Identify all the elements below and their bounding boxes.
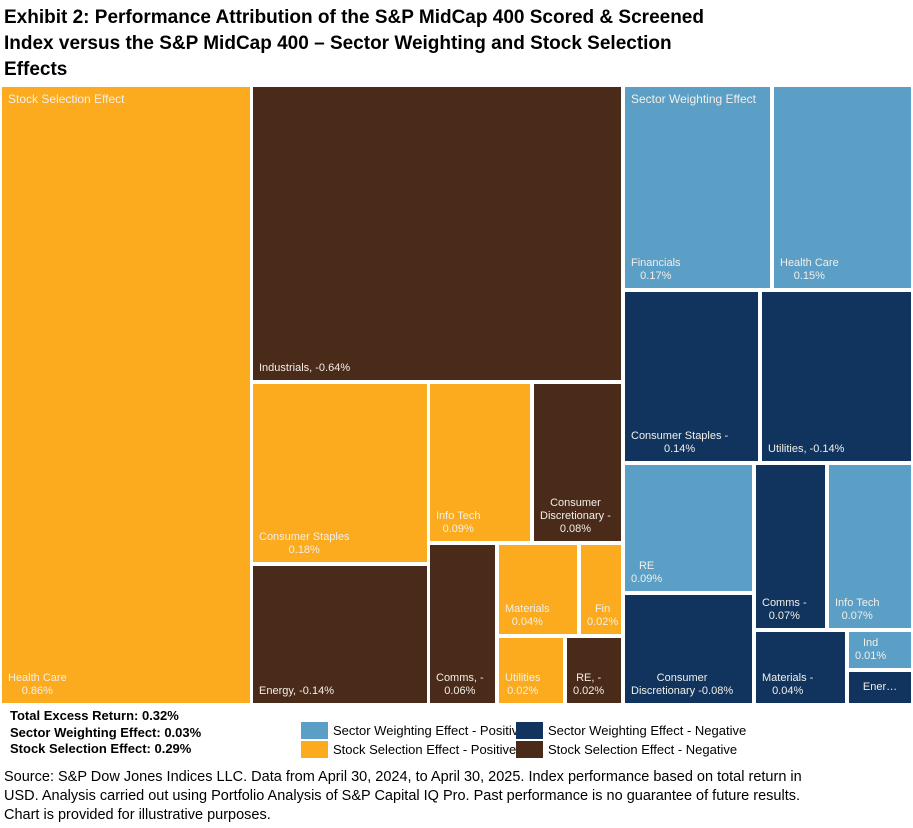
- cell-label-sector-energy: Ener…: [862, 681, 898, 693]
- treemap-cell-sector-health-care: Health Care 0.15%: [774, 87, 911, 288]
- legend-label-stock-selection-positive: Stock Selection Effect - Positive: [333, 742, 517, 757]
- treemap-cell-stock-real-estate: RE, -0.02%: [567, 638, 621, 703]
- legend-swatch-stock-selection-positive: [301, 741, 328, 758]
- treemap-cell-sector-info-tech: Info Tech 0.07%: [829, 465, 911, 628]
- treemap-cell-sector-industrials: Ind 0.01%: [849, 632, 911, 668]
- treemap: Stock Selection Effect Health Care 0.86% In…: [2, 85, 911, 705]
- legend-label-stock-selection-negative: Stock Selection Effect - Negative: [548, 742, 738, 757]
- legend-swatch-sector-weighting-positive: [301, 722, 328, 739]
- cell-label-sector-consumer-staples: Consumer Staples -0.14%: [631, 430, 729, 455]
- treemap-cell-stock-comms: Comms, -0.06%: [430, 545, 495, 703]
- legend-label-sector-weighting-negative: Sector Weighting Effect - Negative: [548, 723, 747, 738]
- cell-label-stock-consumer-discretionary: Consumer Discretionary -0.08%: [540, 497, 611, 535]
- legend-column-2: Sector Weighting Effect - Negative Stock …: [516, 722, 746, 760]
- cell-label-stock-comms: Comms, -0.06%: [436, 672, 484, 697]
- treemap-cell-sector-energy: Ener…: [849, 672, 911, 703]
- treemap-cell-stock-financials: Fin 0.02%: [581, 545, 621, 634]
- treemap-cell-sector-financials: Sector Weighting Effect Financials 0.17%: [625, 87, 770, 288]
- legend-item-stock-selection-negative: Stock Selection Effect - Negative: [516, 741, 746, 758]
- cell-label-stock-consumer-staples: Consumer Staples 0.18%: [259, 531, 350, 556]
- cell-label-stock-industrials: Industrials, -0.64%: [259, 362, 351, 374]
- cell-label-sector-consumer-discretionary: Consumer Discretionary -0.08%: [631, 672, 734, 697]
- source-note-line-1: Source: S&P Dow Jones Indices LLC. Data …: [4, 769, 802, 785]
- cell-label-sector-materials: Materials -0.04%: [762, 672, 814, 697]
- cell-label-stock-utilities: Utilities 0.02%: [505, 672, 541, 697]
- treemap-cell-stock-utilities: Utilities 0.02%: [499, 638, 563, 703]
- legend-column-1: Sector Weighting Effect - Positive Stock …: [301, 722, 525, 760]
- legend-label-sector-weighting-positive: Sector Weighting Effect - Positive: [333, 723, 526, 738]
- cell-label-stock-health-care: Health Care 0.86%: [8, 672, 67, 697]
- treemap-cell-stock-consumer-staples: Consumer Staples 0.18%: [253, 384, 427, 562]
- cell-label-stock-info-tech: Info Tech 0.09%: [436, 510, 481, 535]
- cell-label-stock-materials: Materials 0.04%: [505, 603, 550, 628]
- cell-label-sector-industrials: Ind 0.01%: [855, 637, 887, 662]
- source-note-line-2: USD. Analysis carried out using Portfoli…: [4, 788, 801, 804]
- treemap-cell-stock-industrials: Industrials, -0.64%: [253, 87, 621, 380]
- treemap-cell-stock-materials: Materials 0.04%: [499, 545, 577, 634]
- legend-item-sector-weighting-negative: Sector Weighting Effect - Negative: [516, 722, 746, 739]
- treemap-cell-sector-real-estate: RE 0.09%: [625, 465, 752, 591]
- chart-title-line-2: Index versus the S&P MidCap 400 – Sector…: [4, 33, 672, 54]
- source-note-line-3: Chart is provided for illustrative purpo…: [4, 807, 271, 823]
- cell-label-stock-energy: Energy, -0.14%: [259, 685, 335, 697]
- treemap-cell-sector-comms: Comms -0.07%: [756, 465, 825, 628]
- group-label-stock-health-care: Stock Selection Effect: [8, 92, 125, 106]
- cell-label-sector-health-care: Health Care 0.15%: [780, 257, 839, 282]
- treemap-cell-stock-health-care: Stock Selection Effect Health Care 0.86%: [2, 87, 250, 703]
- chart-title: Exhibit 2: Performance Attribution of th…: [4, 5, 894, 83]
- treemap-cell-sector-consumer-staples: Consumer Staples -0.14%: [625, 292, 758, 461]
- stat-sector-weighting-effect: Sector Weighting Effect: 0.03%: [10, 724, 202, 740]
- source-note: Source: S&P Dow Jones Indices LLC. Data …: [4, 768, 910, 825]
- cell-label-sector-info-tech: Info Tech 0.07%: [835, 597, 880, 622]
- treemap-cell-sector-consumer-discretionary: Consumer Discretionary -0.08%: [625, 595, 752, 703]
- cell-label-stock-real-estate: RE, -0.02%: [573, 672, 605, 697]
- chart-title-line-3: Effects: [4, 59, 68, 80]
- treemap-cell-sector-materials: Materials -0.04%: [756, 632, 845, 703]
- cell-label-sector-real-estate: RE 0.09%: [631, 560, 663, 585]
- legend-swatch-sector-weighting-negative: [516, 722, 543, 739]
- cell-label-sector-comms: Comms -0.07%: [762, 597, 807, 622]
- stat-total-excess-return: Total Excess Return: 0.32%: [10, 708, 179, 723]
- chart-title-line-1: Exhibit 2: Performance Attribution of th…: [4, 7, 704, 28]
- cell-label-sector-utilities: Utilities, -0.14%: [768, 443, 845, 455]
- treemap-cell-stock-consumer-discretionary: Consumer Discretionary -0.08%: [534, 384, 621, 541]
- treemap-cell-stock-energy: Energy, -0.14%: [253, 566, 427, 703]
- treemap-cell-stock-info-tech: Info Tech 0.09%: [430, 384, 530, 541]
- group-label-sector-financials: Sector Weighting Effect: [631, 92, 756, 106]
- summary-stats: Total Excess Return: 0.32% Sector Weight…: [10, 708, 201, 758]
- stat-stock-selection-effect: Stock Selection Effect: 0.29%: [10, 741, 192, 756]
- legend-item-sector-weighting-positive: Sector Weighting Effect - Positive: [301, 722, 525, 739]
- cell-label-stock-financials: Fin 0.02%: [587, 603, 619, 628]
- cell-label-sector-financials: Financials 0.17%: [631, 257, 681, 282]
- legend-swatch-stock-selection-negative: [516, 741, 543, 758]
- legend-item-stock-selection-positive: Stock Selection Effect - Positive: [301, 741, 525, 758]
- treemap-cell-sector-utilities: Utilities, -0.14%: [762, 292, 911, 461]
